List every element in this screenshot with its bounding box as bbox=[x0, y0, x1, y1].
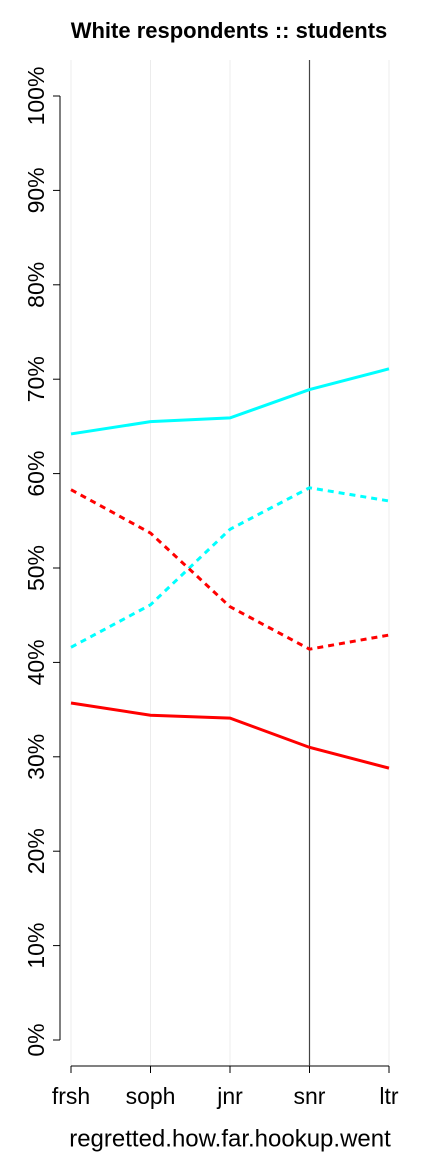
series-line bbox=[70, 701, 390, 770]
series-line bbox=[70, 488, 390, 651]
y-tick-label: 100% bbox=[23, 67, 49, 126]
x-axis-label: regretted.how.far.hookup.went bbox=[69, 1125, 391, 1152]
y-tick-label: 90% bbox=[23, 167, 49, 213]
y-tick-label: 10% bbox=[23, 923, 49, 969]
y-tick-label: 80% bbox=[23, 262, 49, 308]
y-tick-label: 0% bbox=[23, 1023, 49, 1056]
x-tick-label: jnr bbox=[216, 1083, 243, 1109]
chart-title: White respondents :: students bbox=[71, 18, 388, 43]
y-tick-label: 20% bbox=[23, 828, 49, 874]
x-tick-label: ltr bbox=[379, 1083, 399, 1109]
y-tick-label: 30% bbox=[23, 734, 49, 780]
y-tick-label: 60% bbox=[23, 451, 49, 497]
series-line bbox=[70, 486, 390, 649]
x-tick-label: soph bbox=[126, 1083, 176, 1109]
y-tick-label: 50% bbox=[23, 545, 49, 591]
x-tick-label: snr bbox=[294, 1083, 326, 1109]
y-tick-label: 40% bbox=[23, 639, 49, 685]
x-tick-label: frsh bbox=[52, 1083, 90, 1109]
series-line bbox=[70, 367, 390, 436]
y-tick-label: 70% bbox=[23, 356, 49, 402]
